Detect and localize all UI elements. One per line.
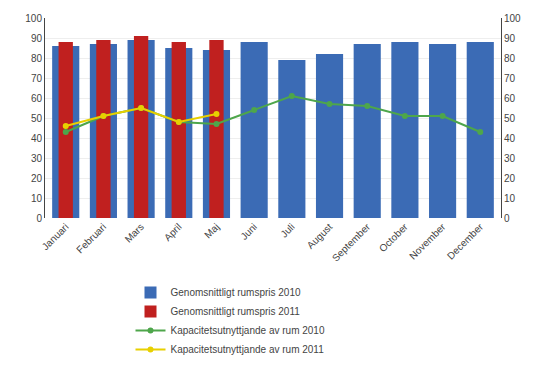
svg-text:Kapacitetsutnyttjande av rum 2: Kapacitetsutnyttjande av rum 2011 (171, 344, 325, 355)
svg-text:November: November (407, 221, 448, 262)
svg-text:70: 70 (31, 73, 43, 84)
svg-text:100: 100 (25, 13, 42, 24)
svg-text:Februari: Februari (74, 221, 108, 255)
svg-text:50: 50 (31, 113, 43, 124)
svg-text:70: 70 (504, 73, 516, 84)
svg-text:80: 80 (504, 53, 516, 64)
svg-text:10: 10 (504, 193, 516, 204)
svg-text:60: 60 (504, 93, 516, 104)
svg-text:10: 10 (31, 193, 43, 204)
svg-text:December: December (445, 221, 486, 262)
svg-text:20: 20 (31, 173, 43, 184)
svg-text:Januari: Januari (40, 221, 71, 252)
svg-text:August: August (305, 221, 335, 251)
svg-text:0: 0 (504, 213, 510, 224)
svg-text:Kapacitetsutnyttjande av rum 2: Kapacitetsutnyttjande av rum 2010 (171, 325, 325, 336)
svg-text:Genomsnittligt rumspris 2010: Genomsnittligt rumspris 2010 (171, 287, 301, 298)
svg-text:Juli: Juli (278, 221, 296, 239)
svg-text:30: 30 (504, 153, 516, 164)
svg-text:0: 0 (36, 213, 42, 224)
svg-text:100: 100 (504, 13, 521, 24)
svg-text:April: April (162, 221, 184, 243)
svg-text:September: September (330, 221, 373, 264)
svg-text:40: 40 (31, 133, 43, 144)
svg-text:60: 60 (31, 93, 43, 104)
svg-text:20: 20 (504, 173, 516, 184)
svg-text:80: 80 (31, 53, 43, 64)
svg-text:Mars: Mars (123, 221, 147, 245)
svg-text:90: 90 (504, 33, 516, 44)
svg-text:Juni: Juni (238, 221, 259, 242)
svg-text:40: 40 (504, 133, 516, 144)
svg-text:October: October (377, 221, 410, 254)
svg-text:Genomsnittligt rumspris 2011: Genomsnittligt rumspris 2011 (171, 306, 301, 317)
svg-text:Maj: Maj (202, 221, 221, 240)
svg-text:90: 90 (31, 33, 43, 44)
svg-text:50: 50 (504, 113, 516, 124)
svg-text:30: 30 (31, 153, 43, 164)
